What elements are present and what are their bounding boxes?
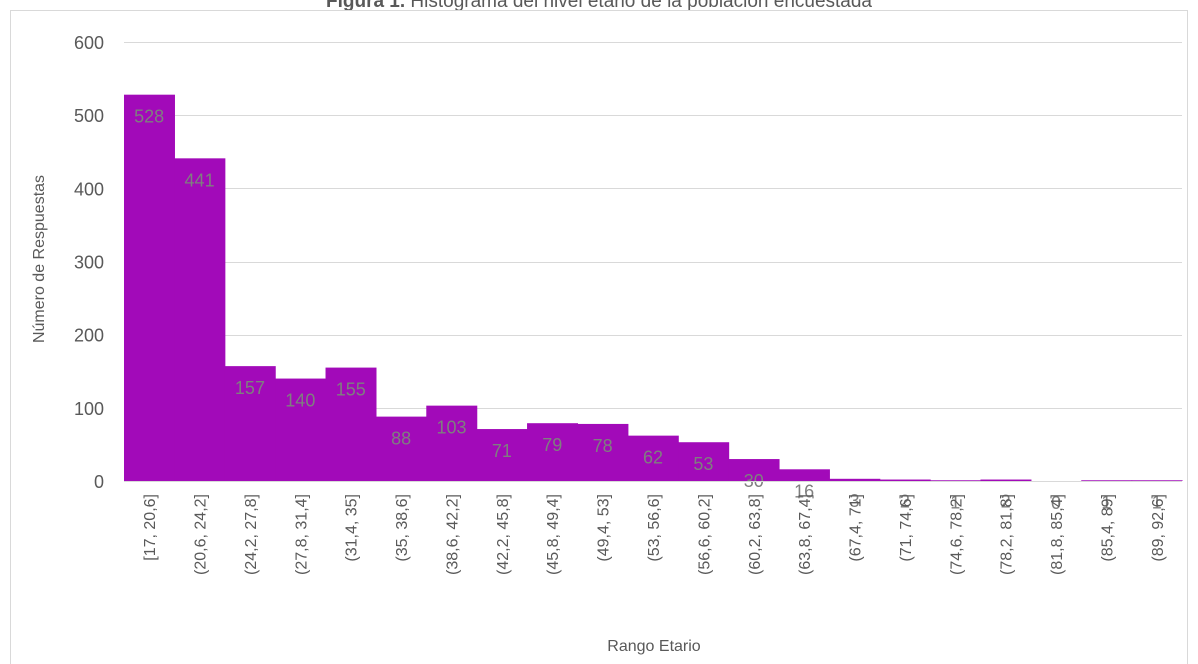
bar	[1081, 480, 1133, 481]
bar	[275, 378, 327, 481]
chart-frame	[10, 10, 1188, 664]
x-tick-label: (85,4, 89]	[1099, 494, 1116, 562]
x-tick-label: (53, 56,6]	[646, 494, 663, 562]
x-tick-label: (35, 38,6]	[394, 494, 411, 562]
bars	[124, 94, 1183, 482]
y-axis-ticks: 0 100 200 300 400 500 600	[74, 33, 104, 492]
bar	[627, 435, 679, 481]
gridlines	[124, 42, 1182, 409]
data-label: 53	[693, 454, 713, 474]
x-tick-label: (60,2, 63,8]	[747, 494, 764, 575]
x-tick-label: (49,4, 53]	[596, 494, 613, 562]
x-tick-label: (24,2, 27,8]	[243, 494, 260, 575]
data-label: 0	[1051, 493, 1061, 513]
x-tick-label: (31,4, 35]	[344, 494, 361, 562]
bar	[577, 423, 629, 481]
x-tick-label: (81,8, 85,4]	[1049, 494, 1066, 575]
x-tick-label: (56,6, 60,2]	[696, 494, 713, 575]
data-label: 88	[391, 429, 411, 449]
data-label: 79	[542, 435, 562, 455]
chart-title-prefix: Figura 1.	[325, 0, 406, 12]
data-label: 62	[643, 448, 663, 468]
x-tick-label: (71, 74,6]	[898, 494, 915, 562]
bar	[224, 366, 276, 481]
bar	[1131, 480, 1183, 481]
x-tick-label: (78,2, 81,8]	[999, 494, 1016, 575]
x-tick-label: (89, 92,6]	[1150, 494, 1167, 562]
data-label: 155	[336, 380, 366, 400]
data-label: 103	[436, 418, 466, 438]
bar	[375, 416, 427, 481]
bar	[980, 479, 1032, 481]
x-axis-label: Rango Etario	[607, 638, 700, 655]
y-tick-label: 100	[74, 399, 104, 419]
data-label: 1	[1152, 492, 1162, 512]
y-tick-label: 200	[74, 326, 104, 346]
data-label: 1	[1101, 492, 1111, 512]
bar	[728, 459, 780, 481]
data-label: 78	[593, 436, 613, 456]
chart-title-text: Histograma del nivel etario de la poblac…	[405, 0, 873, 12]
x-axis-ticks: [17, 20,6] (20,6, 24,2] (24,2, 27,8] (27,8,…	[142, 494, 1167, 575]
bar	[124, 94, 175, 482]
data-label: 2	[1001, 492, 1011, 512]
data-label: 441	[185, 170, 215, 190]
chart-title: Figura 1. Histograma del nivel etario de…	[0, 0, 1198, 13]
data-label: 16	[794, 481, 814, 501]
y-tick-label: 600	[74, 33, 104, 53]
bar	[476, 429, 528, 481]
x-tick-label: [17, 20,6]	[142, 494, 159, 561]
x-tick-label: (45,8, 49,4]	[545, 494, 562, 575]
bar	[426, 405, 478, 481]
x-tick-label: (38,6, 42,2]	[444, 494, 461, 575]
x-tick-label: (20,6, 24,2]	[193, 494, 210, 575]
bar	[778, 469, 830, 481]
bar	[325, 367, 377, 481]
data-label: 157	[235, 378, 265, 398]
y-axis-label: Número de Respuestas	[31, 175, 48, 343]
bar	[678, 442, 730, 481]
y-tick-label: 300	[74, 253, 104, 273]
x-tick-label: (27,8, 31,4]	[293, 494, 310, 575]
data-label: 2	[900, 492, 910, 512]
bar	[829, 478, 881, 481]
y-tick-label: 0	[94, 472, 104, 492]
bar	[174, 158, 226, 481]
data-label: 3	[850, 491, 860, 511]
x-tick-label: (67,4, 71]	[848, 494, 865, 562]
y-tick-label: 500	[74, 106, 104, 126]
data-label: 71	[492, 441, 512, 461]
x-tick-label: (63,8, 67,4]	[797, 494, 814, 575]
bar	[527, 423, 579, 481]
x-tick-label: (42,2, 45,8]	[495, 494, 512, 575]
y-tick-label: 400	[74, 179, 104, 199]
data-label: 528	[134, 107, 164, 127]
bar	[879, 479, 931, 481]
x-tick-label: (74,6, 78,2]	[948, 494, 965, 575]
data-label: 140	[285, 391, 315, 411]
bar	[930, 480, 982, 481]
data-label: 1	[950, 492, 960, 512]
